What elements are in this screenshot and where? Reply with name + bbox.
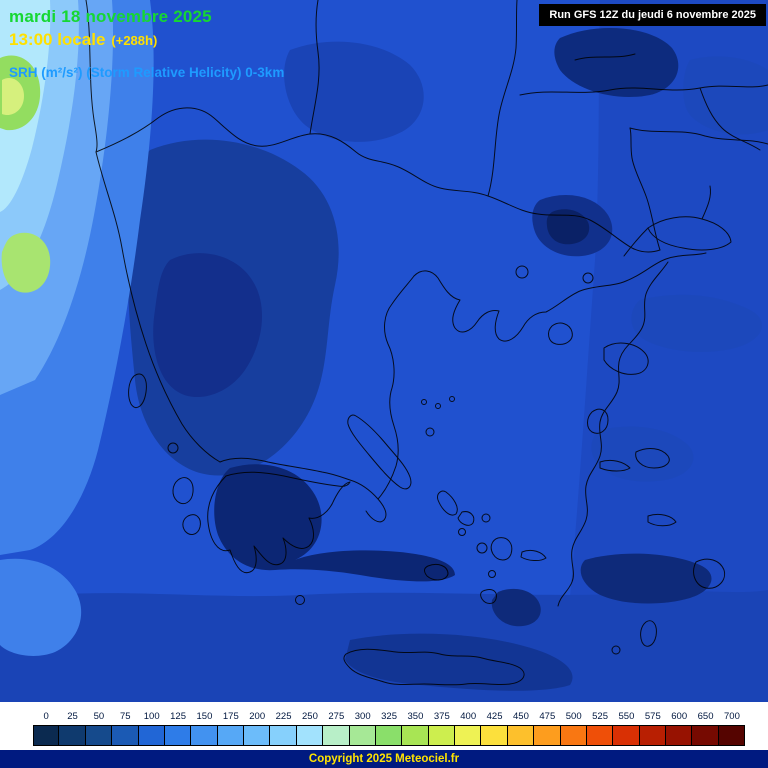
legend-cell: 450: [507, 710, 535, 746]
legend-color-swatch: [85, 725, 113, 746]
legend-cell: 700: [718, 710, 746, 746]
legend-value: 450: [513, 711, 529, 722]
legend-value: 125: [170, 711, 186, 722]
legend-cell: 275: [323, 710, 350, 746]
legend-value: 25: [67, 711, 78, 722]
legend-value: 250: [302, 711, 318, 722]
legend-cell: 350: [402, 710, 429, 746]
legend-cell: 600: [666, 710, 693, 746]
legend-color-swatch: [375, 725, 403, 746]
legend-value: 325: [381, 711, 397, 722]
legend-cell: 200: [244, 710, 271, 746]
legend-color-swatch: [402, 725, 429, 746]
legend-color-swatch: [191, 725, 218, 746]
legend-cell: 300: [349, 710, 376, 746]
legend-color-swatch: [455, 725, 482, 746]
legend-color-swatch: [534, 725, 561, 746]
legend-color-swatch: [323, 725, 350, 746]
legend-color-swatch: [164, 725, 192, 746]
legend-color-swatch: [586, 725, 614, 746]
legend-cell: 400: [455, 710, 482, 746]
legend-cell: 325: [375, 710, 403, 746]
copyright-bar: Copyright 2025 Meteociel.fr: [0, 750, 768, 768]
legend-color-swatch: [244, 725, 271, 746]
legend-value: 600: [671, 711, 688, 722]
legend-value: 575: [644, 711, 661, 722]
legend-color-swatch: [59, 725, 86, 746]
weather-map-svg: [0, 0, 768, 702]
legend-value: 225: [275, 711, 292, 722]
legend-value: 300: [354, 711, 371, 722]
legend-cell: 225: [270, 710, 297, 746]
legend-value: 425: [486, 711, 503, 722]
legend-color-swatch: [112, 725, 139, 746]
legend-cell: 575: [639, 710, 666, 746]
legend-value: 700: [724, 711, 740, 722]
legend-cell: 650: [692, 710, 719, 746]
legend-color-swatch: [692, 725, 719, 746]
legend-color-swatch: [296, 725, 324, 746]
legend: 0 25 50 75 100 125 150 175 200 225 250 275 300 325 350…: [0, 702, 768, 750]
legend-value: 150: [196, 711, 213, 722]
legend-value: 400: [460, 711, 477, 722]
legend-value: 350: [407, 711, 424, 722]
legend-color-swatch: [613, 725, 640, 746]
coastlines-and-borders: [85, 0, 768, 686]
legend-cell: 425: [481, 710, 508, 746]
legend-cell: 50: [85, 710, 113, 746]
legend-color-swatch: [33, 725, 60, 746]
run-info-box: Run GFS 12Z du jeudi 6 novembre 2025: [539, 4, 766, 26]
legend-color-swatch: [639, 725, 666, 746]
legend-cell: 375: [428, 710, 455, 746]
legend-value: 475: [539, 711, 556, 722]
legend-value: 500: [565, 711, 582, 722]
legend-value: 0: [43, 711, 49, 722]
legend-cell: 25: [59, 710, 86, 746]
legend-cell: 550: [613, 710, 640, 746]
legend-cell: 500: [560, 710, 587, 746]
legend-value: 75: [120, 711, 131, 722]
legend-color-swatch: [138, 725, 165, 746]
legend-color-swatch: [428, 725, 455, 746]
legend-cell: 475: [534, 710, 561, 746]
legend-value: 275: [328, 711, 345, 722]
legend-value: 100: [143, 711, 160, 722]
legend-color-swatch: [560, 725, 587, 746]
legend-cell: 250: [296, 710, 324, 746]
legend-value: 50: [93, 711, 105, 722]
legend-cell: 125: [164, 710, 192, 746]
map-area: mardi 18 novembre 2025 13:00 locale (+288…: [0, 0, 768, 702]
legend-value: 175: [222, 711, 239, 722]
legend-cell: 0: [33, 710, 60, 746]
legend-color-swatch: [481, 725, 508, 746]
legend-scale: 0 25 50 75 100 125 150 175 200 225 250 275 300 325 350…: [33, 710, 746, 746]
srh-fill-contours: [0, 0, 768, 702]
legend-value: 200: [249, 711, 266, 722]
legend-value: 525: [592, 711, 608, 722]
legend-color-swatch: [507, 725, 535, 746]
legend-color-swatch: [666, 725, 693, 746]
legend-color-swatch: [718, 725, 746, 746]
legend-cell: 100: [138, 710, 165, 746]
legend-color-swatch: [349, 725, 376, 746]
legend-cell: 175: [217, 710, 244, 746]
legend-color-swatch: [270, 725, 297, 746]
legend-cell: 150: [191, 710, 218, 746]
legend-value: 650: [697, 711, 714, 722]
legend-color-swatch: [217, 725, 244, 746]
legend-value: 550: [618, 711, 635, 722]
legend-cell: 525: [586, 710, 614, 746]
legend-value: 375: [433, 711, 450, 722]
legend-cell: 75: [112, 710, 139, 746]
